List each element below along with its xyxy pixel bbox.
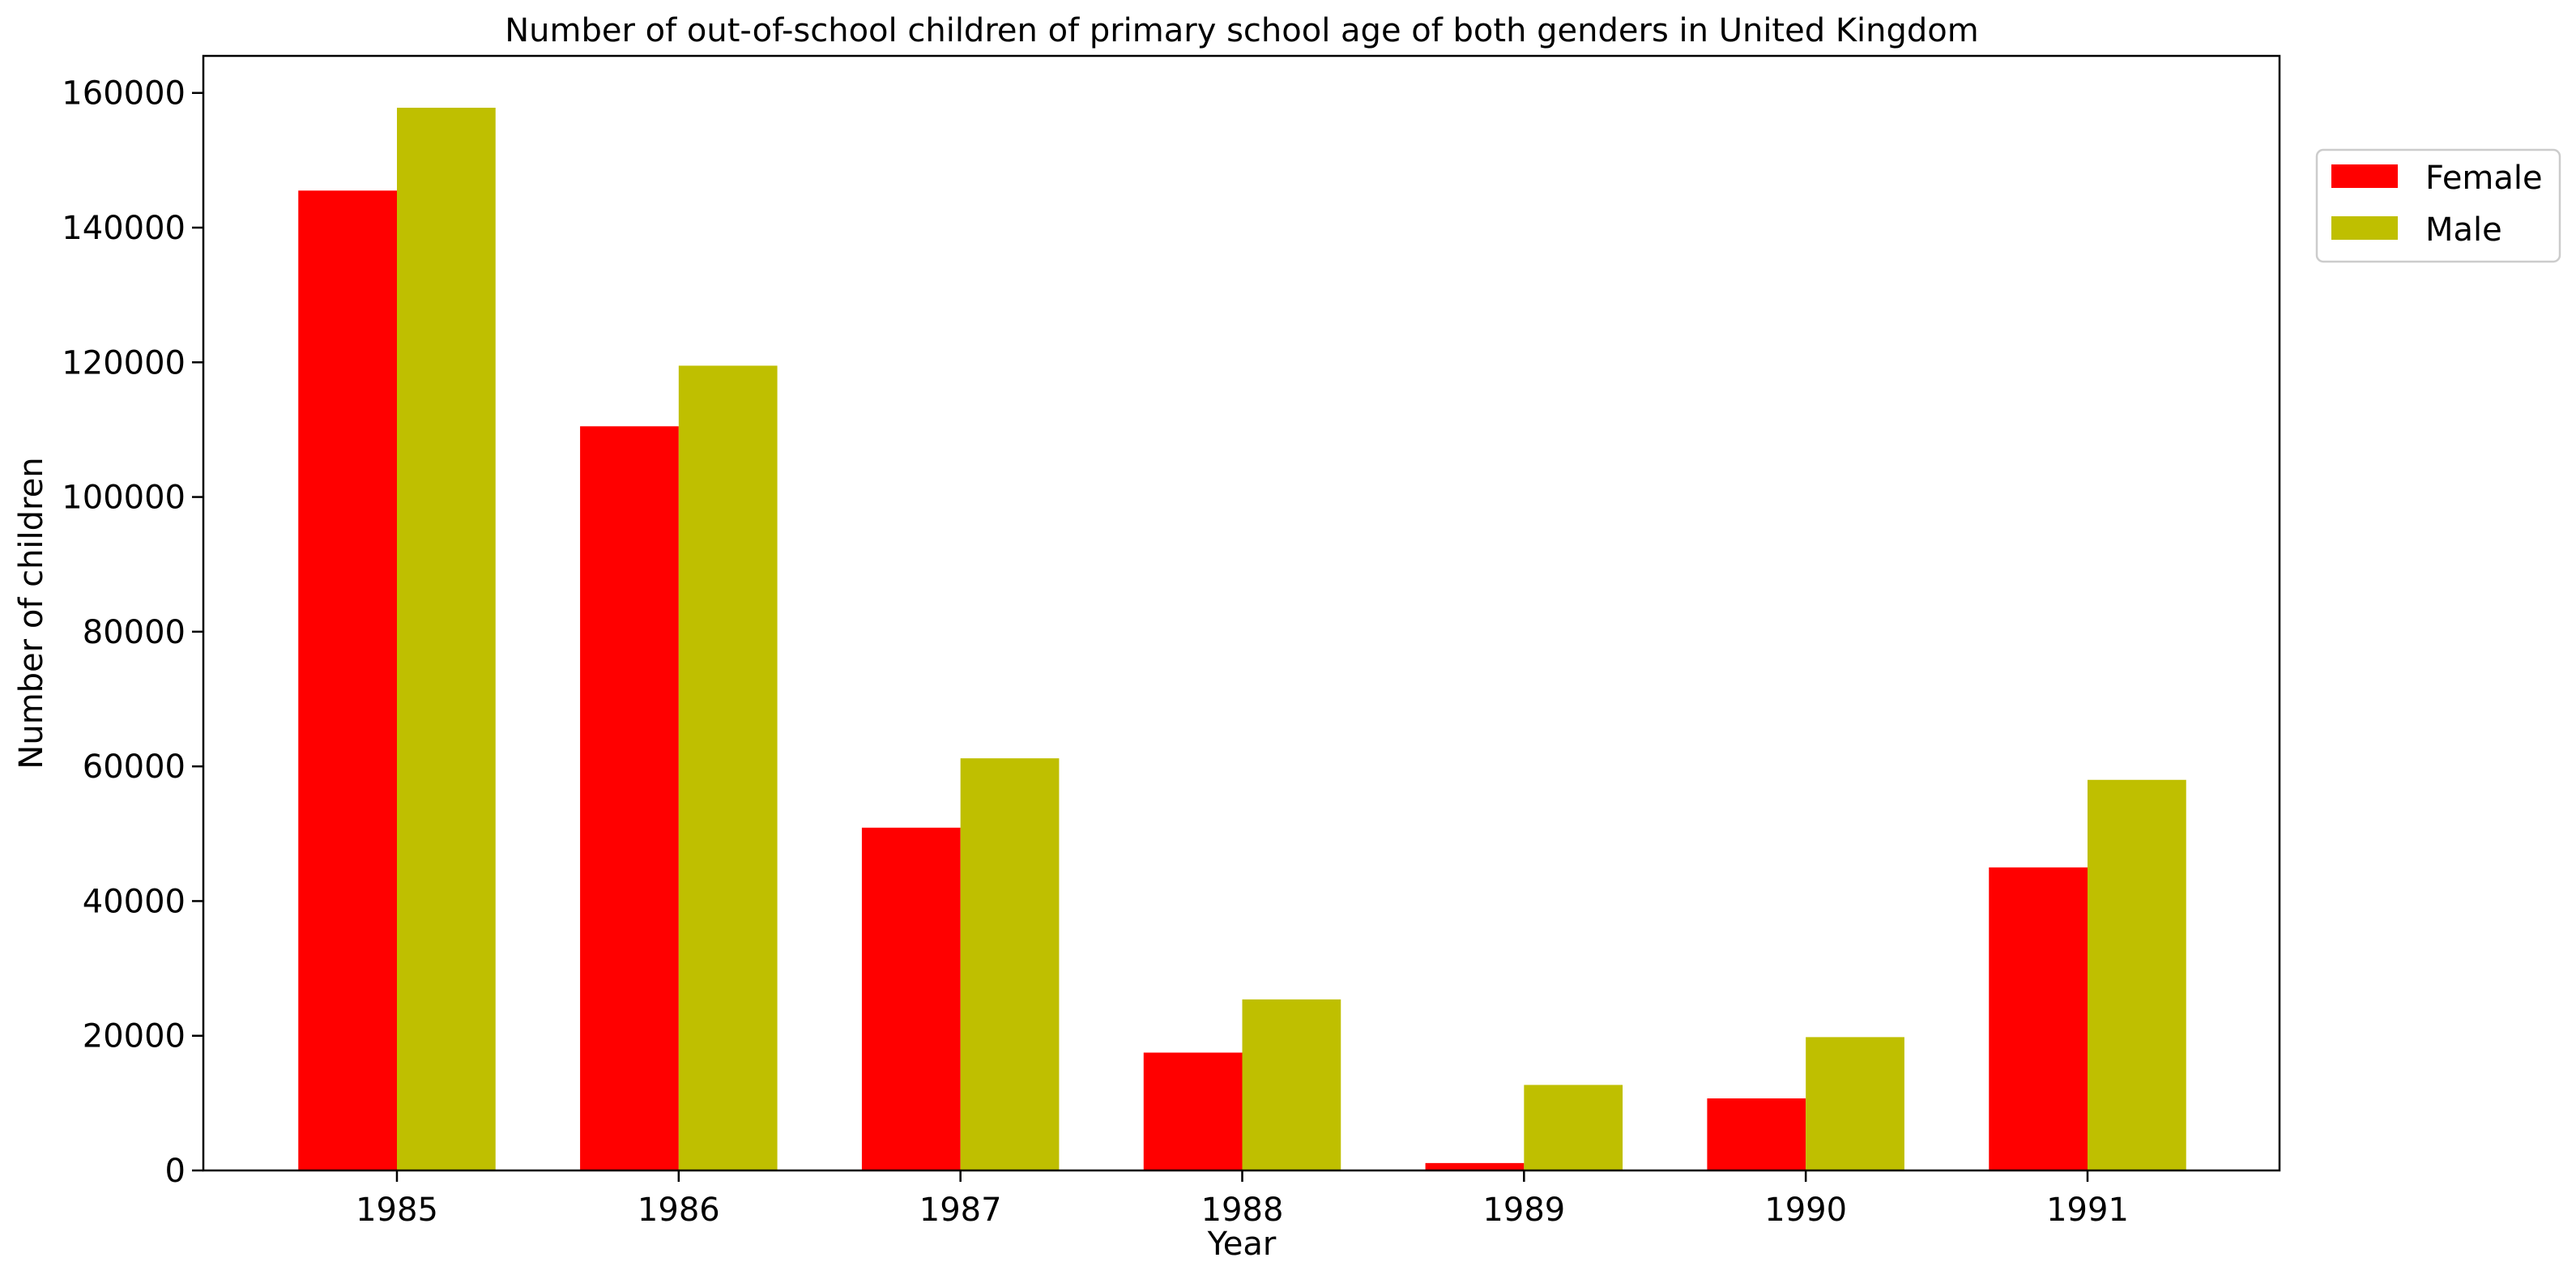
bar-female-1986 (580, 426, 679, 1170)
y-tick-label: 140000 (62, 210, 186, 247)
legend-swatch-female (2331, 164, 2398, 188)
plot-frame (202, 54, 2281, 1172)
y-tick-label: 40000 (83, 883, 186, 920)
x-tick-label: 1986 (638, 1192, 720, 1229)
bar-female-1989 (1425, 1162, 1525, 1170)
y-axis-title: Number of children (13, 457, 50, 769)
chart-title: Number of out-of-school children of prim… (505, 12, 1979, 49)
bar-male-1987 (960, 758, 1060, 1170)
y-tick-label: 20000 (83, 1018, 186, 1055)
bar-female-1988 (1143, 1052, 1243, 1170)
x-tick-label: 1985 (356, 1192, 438, 1229)
x-tick-label: 1990 (1764, 1192, 1847, 1229)
bar-male-1988 (1242, 999, 1341, 1170)
legend-swatch-male (2331, 216, 2398, 240)
bar-male-1989 (1524, 1085, 1623, 1170)
bar-female-1987 (861, 827, 961, 1170)
legend: Female Male (2315, 148, 2561, 263)
x-axis-ticks: 1985 1986 1987 1988 1989 1990 1991 (356, 1170, 2129, 1229)
x-axis-title: Year (1207, 1226, 1277, 1263)
y-tick-label: 0 (165, 1153, 186, 1190)
y-tick-label: 160000 (62, 75, 186, 113)
bar-female-1991 (1989, 867, 2088, 1170)
bar-male-1985 (397, 108, 496, 1171)
legend-label-female: Female (2425, 160, 2543, 197)
y-tick-label: 100000 (62, 480, 186, 517)
bar-female-1985 (298, 190, 397, 1171)
bar-male-1991 (2088, 779, 2186, 1170)
bars (298, 108, 2186, 1171)
y-tick-label: 120000 (62, 344, 186, 382)
bar-female-1990 (1707, 1098, 1806, 1170)
bar-male-1990 (1806, 1037, 1904, 1170)
x-tick-label: 1988 (1201, 1192, 1284, 1229)
x-tick-label: 1989 (1482, 1192, 1565, 1229)
y-tick-label: 60000 (83, 748, 186, 786)
x-tick-label: 1987 (919, 1192, 1002, 1229)
legend-label-male: Male (2425, 211, 2502, 249)
x-tick-label: 1991 (2046, 1192, 2129, 1229)
y-axis-ticks: 0 20000 40000 60000 80000 100000 120000 140000 1… (62, 75, 203, 1190)
y-tick-label: 80000 (83, 614, 186, 651)
bar-male-1986 (678, 365, 778, 1170)
